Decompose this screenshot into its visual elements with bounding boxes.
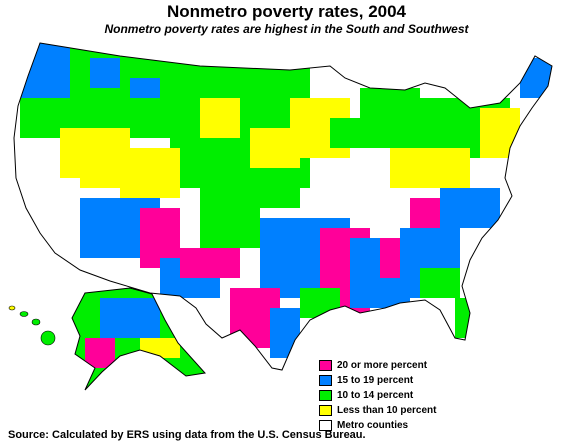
legend-swatch: [319, 419, 332, 431]
legend-label: 15 to 19 percent: [337, 374, 414, 386]
legend-swatch: [319, 359, 332, 371]
map-title: Nonmetro poverty rates, 2004: [166, 2, 407, 21]
hawaii: [8, 305, 56, 346]
map-subtitle: Nonmetro poverty rates are highest in th…: [104, 22, 469, 36]
legend-label: Metro counties: [337, 419, 409, 431]
legend-item: Metro counties: [319, 418, 436, 432]
legend-item: 15 to 19 percent: [319, 373, 436, 387]
legend-label: 10 to 14 percent: [337, 389, 414, 401]
legend-item: 10 to 14 percent: [319, 388, 436, 402]
legend-swatch: [319, 389, 332, 401]
legend-label: 20 or more percent: [337, 359, 428, 371]
legend: 20 or more percent 15 to 19 percent 10 t…: [319, 358, 436, 433]
legend-label: Less than 10 percent: [337, 404, 437, 416]
us-county-poverty-map: [8, 42, 553, 391]
legend-item: 20 or more percent: [319, 358, 436, 372]
source-note: Source: Calculated by ERS using data fro…: [8, 429, 366, 441]
legend-swatch: [319, 374, 332, 386]
legend-swatch: [319, 404, 332, 416]
legend-item: Less than 10 percent: [319, 403, 436, 417]
